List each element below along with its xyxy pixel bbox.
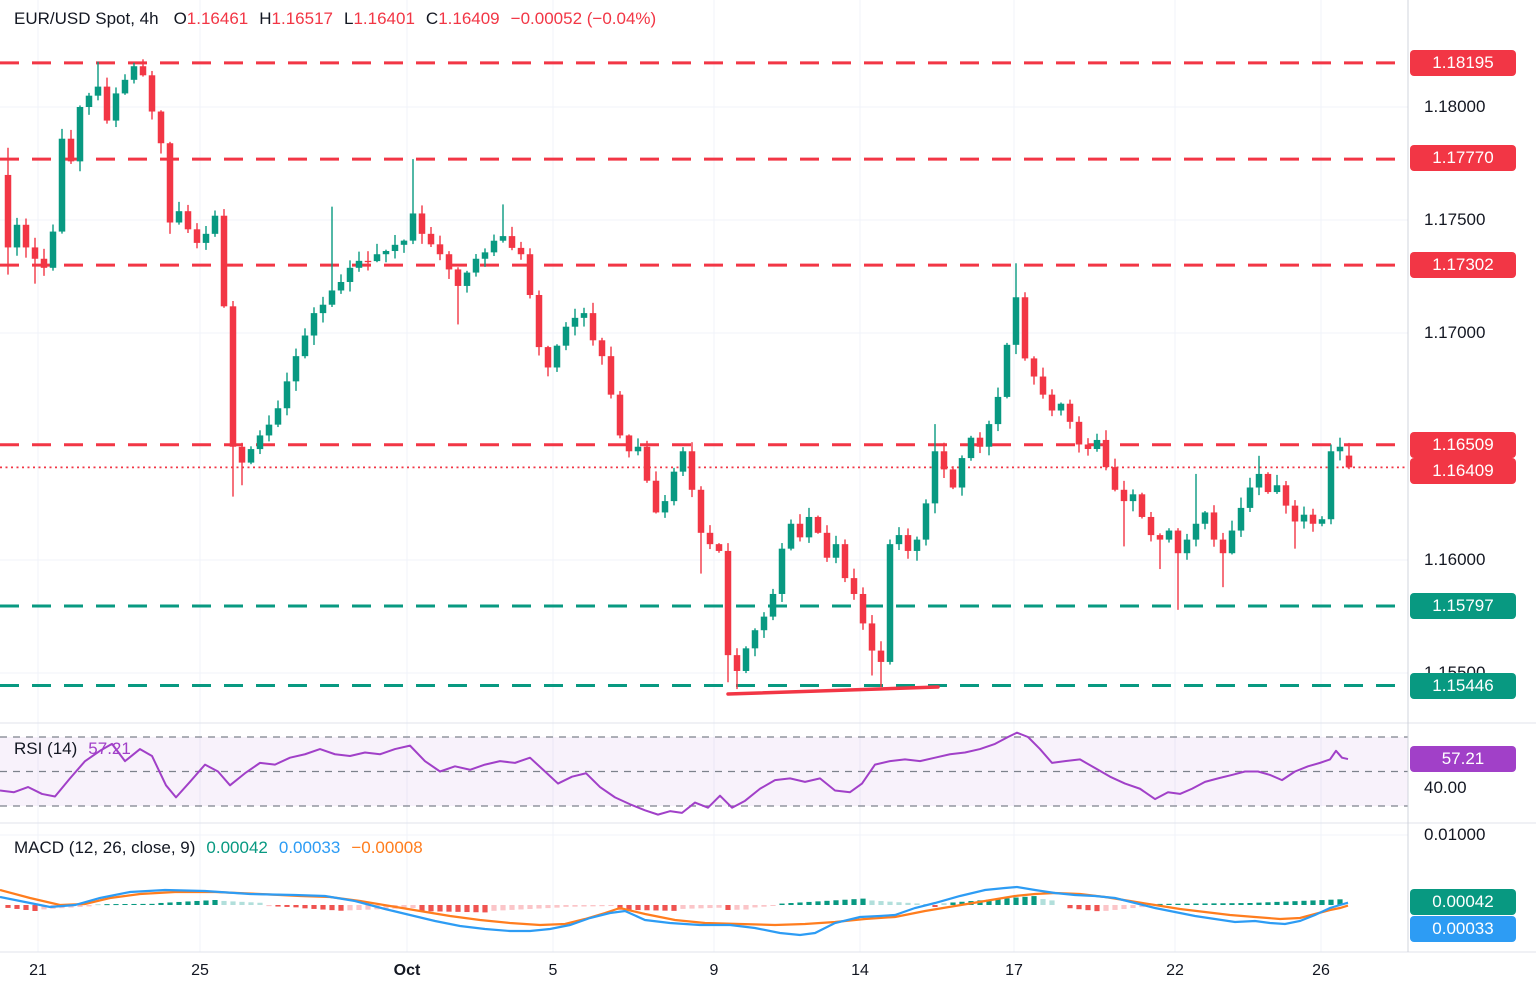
time-tick-label: 5 [548,962,558,979]
time-tick-label: 14 [851,962,869,979]
axis-price-badge: 1.17770 [1410,145,1516,171]
rsi-band [0,736,1408,807]
axis-price-badge: 57.21 [1410,746,1516,772]
time-tick-label: 9 [709,962,719,979]
change-value: −0.00052 (−0.04%) [510,9,657,28]
price-axis[interactable]: 1.180001.175001.170001.160001.1550040.00… [1409,0,1536,952]
axis-tick-label: 40.00 [1424,778,1467,797]
ohlc-value: 1.16517 [271,9,333,28]
rsi-value: 57.21 [88,739,131,758]
time-tick-label: 17 [1005,962,1023,979]
ohlc-values: O1.16461 H1.16517 L1.16401 C1.16409 [163,9,500,28]
time-axis[interactable]: 21 25 Oct 5 9 14 17 22 26 [0,952,1536,993]
ohlc-key: H [259,9,272,28]
time-tick-label: 26 [1312,962,1330,979]
symbol-title: EUR/USD Spot, 4h [14,9,159,28]
axis-tick-label: 1.17500 [1424,210,1486,229]
ohlc-key: C [425,9,439,28]
candles-layer [4,59,1353,690]
axis-price-badge: 1.15797 [1410,593,1516,619]
axis-price-badge: 0.00042 [1410,889,1516,915]
macd-value: −0.00008 [351,838,423,857]
symbol-title-row: EUR/USD Spot, 4h O1.16461 H1.16517 L1.16401… [14,9,656,29]
ohlc-value: 1.16409 [438,9,500,28]
rsi-indicator-label: RSI (14) 57.21 [14,739,131,759]
rsi-name: RSI (14) [14,739,78,758]
rsi-line [0,731,1349,816]
time-tick-label: Oct [393,962,421,979]
axis-tick-label: 1.17000 [1424,323,1486,342]
axis-price-badge: 1.18195 [1410,50,1516,76]
ohlc-value: 1.16401 [353,9,415,28]
macd-name: MACD (12, 26, close, 9) [14,838,196,857]
macd-line [0,885,1349,937]
axis-price-badge: 0.00033 [1410,916,1516,942]
axis-tick-label: 1.18000 [1424,97,1486,116]
trendline[interactable] [726,685,940,696]
time-tick-label: 22 [1166,962,1184,979]
axis-price-badge: 1.15446 [1410,673,1516,699]
ohlc-value: 1.16461 [186,9,249,28]
panel-separators [0,0,1536,953]
axis-price-badge: 1.17302 [1410,252,1516,278]
ohlc-key: L [343,9,354,28]
macd-values: 0.00042 0.00033 −0.00008 [195,838,422,857]
ohlc-key: O [173,9,187,28]
axis-tick-label: 0.01000 [1424,825,1486,844]
time-tick-label: 21 [29,962,47,979]
macd-value: 0.00033 [278,838,341,857]
price-levels [0,61,1408,687]
macd-value: 0.00042 [206,838,268,857]
gridlines [0,0,1408,952]
axis-price-badge: 1.16409 [1410,458,1516,484]
axis-price-badge: 1.16509 [1410,432,1516,458]
macd-indicator-label: MACD (12, 26, close, 9) 0.00042 0.00033 −0.… [14,838,423,858]
time-tick-label: 25 [191,962,209,979]
axis-tick-label: 1.16000 [1424,550,1486,569]
